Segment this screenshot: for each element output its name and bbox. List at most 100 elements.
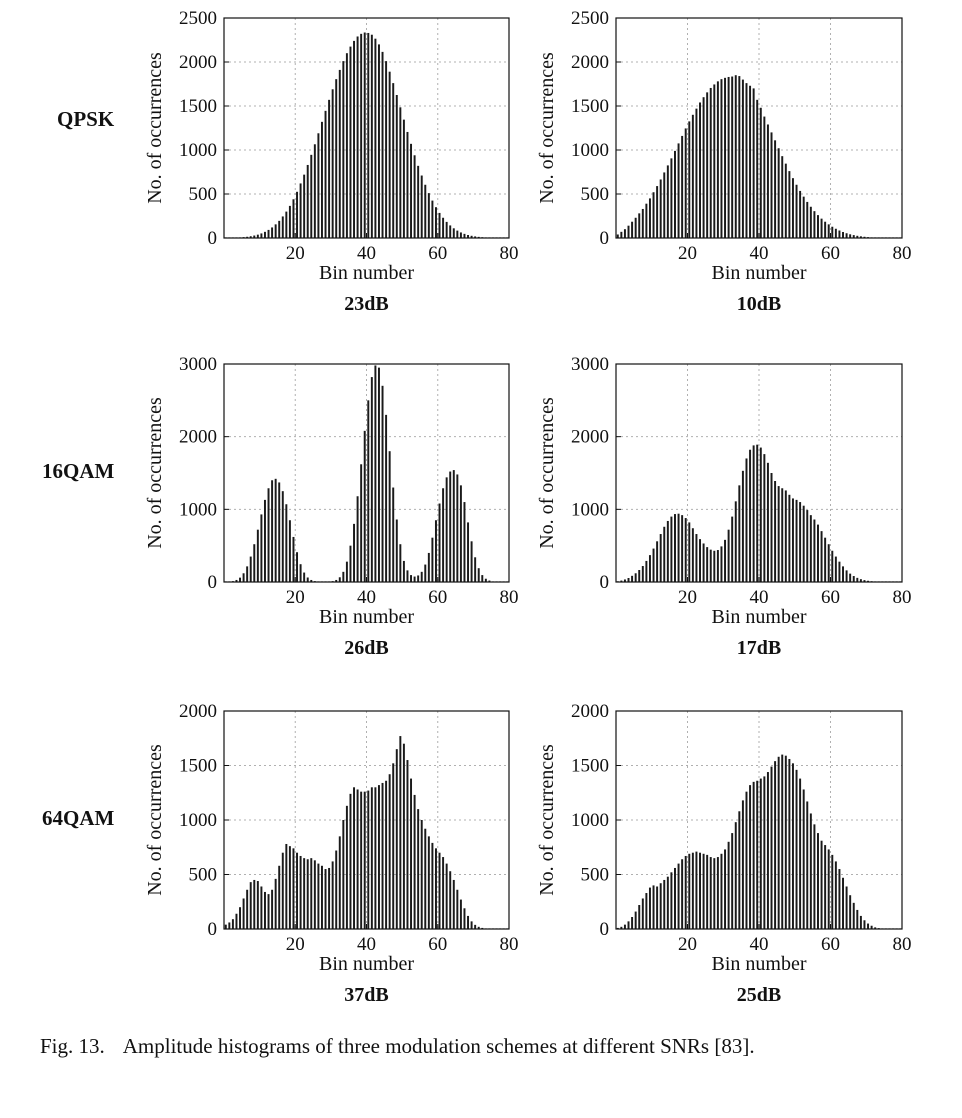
- histogram-bar: [349, 46, 352, 238]
- histogram-bar: [449, 471, 452, 582]
- histogram-bar: [863, 580, 866, 582]
- histogram-bar: [802, 505, 805, 582]
- y-tick-label: 2000: [571, 427, 609, 448]
- histogram-bar: [749, 85, 752, 238]
- histogram-bar: [431, 200, 434, 238]
- histogram-bar: [795, 499, 798, 582]
- histogram-bar: [331, 89, 334, 238]
- histogram-bar: [388, 71, 391, 239]
- y-tick-label: 2000: [571, 701, 609, 722]
- histogram-bar: [399, 544, 402, 582]
- histogram-bar: [367, 32, 370, 239]
- histogram-6: 20 40 60 80 0 500 1000 1500 2000 Bin number No. of…: [536, 701, 912, 1006]
- y-tick-label: 2500: [179, 8, 217, 29]
- histogram-bar: [852, 235, 855, 238]
- histogram-bar: [310, 154, 313, 238]
- histogram-bar: [777, 148, 780, 238]
- histogram-bar: [795, 769, 798, 929]
- x-tick-label: 80: [500, 587, 519, 608]
- y-tick-label: 1500: [571, 756, 609, 777]
- histogram-bar: [417, 165, 420, 238]
- histogram-bar: [267, 229, 270, 238]
- histogram-bar: [731, 516, 734, 582]
- histogram-bar: [353, 523, 356, 582]
- histogram-bar: [752, 445, 755, 582]
- histogram-bar: [845, 886, 848, 929]
- histogram-bar: [470, 235, 473, 238]
- histogram-bar: [641, 898, 644, 929]
- x-axis-label: Bin number: [319, 606, 414, 628]
- histogram-bar: [852, 576, 855, 582]
- histogram-bar: [263, 231, 266, 238]
- histogram-bar: [370, 787, 373, 929]
- histogram-bar: [242, 573, 245, 582]
- histogram-bar: [774, 480, 777, 582]
- histogram-bar: [620, 231, 623, 238]
- histogram-bar: [688, 522, 691, 582]
- histogram-bar: [863, 236, 866, 238]
- histogram-bar: [795, 184, 798, 238]
- histogram-bar: [356, 789, 359, 929]
- histogram-bar: [349, 545, 352, 582]
- histogram-bar: [788, 758, 791, 929]
- histogram-bar: [431, 842, 434, 929]
- histogram-bar: [820, 531, 823, 582]
- histogram-bar: [867, 923, 870, 929]
- histogram-bar: [691, 114, 694, 238]
- histogram-bar: [338, 577, 341, 582]
- histogram-bar: [831, 854, 834, 929]
- histogram-bar: [638, 570, 641, 582]
- histogram-bar: [684, 128, 687, 238]
- histogram-bar: [652, 192, 655, 238]
- histogram-bar: [766, 772, 769, 929]
- histogram-bar: [720, 853, 723, 929]
- histogram-bar: [410, 143, 413, 238]
- histogram-bar: [367, 790, 370, 929]
- histogram-5: 20 40 60 80 0 500 1000 1500 2000 Bin number No. of…: [144, 701, 519, 1006]
- histogram-bar: [271, 889, 274, 929]
- y-tick-label: 0: [208, 228, 218, 249]
- histogram-bar: [320, 121, 323, 238]
- y-axis-label: No. of occurrences: [536, 744, 558, 896]
- histogram-bar: [420, 820, 423, 929]
- histogram-bar: [459, 899, 462, 929]
- histogram-bar: [684, 518, 687, 582]
- histogram-bar: [802, 789, 805, 929]
- histogram-bar: [702, 543, 705, 582]
- histogram-bar: [377, 44, 380, 239]
- histogram-bar: [406, 760, 409, 929]
- histogram-bar: [699, 102, 701, 238]
- histogram-bar: [852, 902, 855, 929]
- y-tick-label: 0: [600, 228, 610, 249]
- histogram-bar: [827, 544, 830, 582]
- histogram-bar: [834, 556, 837, 582]
- histogram-bar: [749, 449, 752, 582]
- row-label-16qam: 16QAM: [42, 459, 115, 483]
- histogram-bar: [263, 891, 266, 929]
- histogram-bar: [288, 205, 291, 238]
- histogram-bar: [424, 564, 427, 582]
- x-tick-label: 60: [821, 934, 840, 955]
- histogram-bar: [377, 785, 380, 929]
- x-axis-label: Bin number: [712, 606, 807, 628]
- histogram-bar: [395, 95, 398, 238]
- y-tick-label: 1000: [179, 499, 217, 520]
- histogram-bar: [417, 809, 420, 929]
- histogram-bar: [638, 905, 641, 929]
- snr-label: 37dB: [344, 984, 388, 1006]
- caption-label: Fig. 13.: [40, 1034, 105, 1058]
- histogram-bar: [784, 163, 787, 238]
- histogram-bar: [331, 861, 334, 929]
- histogram-bar: [741, 79, 744, 238]
- histogram-bar: [648, 887, 651, 929]
- histogram-bar: [360, 791, 363, 929]
- x-tick-label: 20: [678, 243, 697, 264]
- histogram-bar: [467, 522, 470, 582]
- histogram-bar: [417, 575, 420, 582]
- histogram-bar: [817, 215, 819, 238]
- histogram-bar: [620, 580, 623, 582]
- histogram-bar: [299, 564, 302, 582]
- histogram-bar: [670, 158, 673, 238]
- histogram-bar: [731, 833, 734, 929]
- histogram-bar: [766, 462, 769, 582]
